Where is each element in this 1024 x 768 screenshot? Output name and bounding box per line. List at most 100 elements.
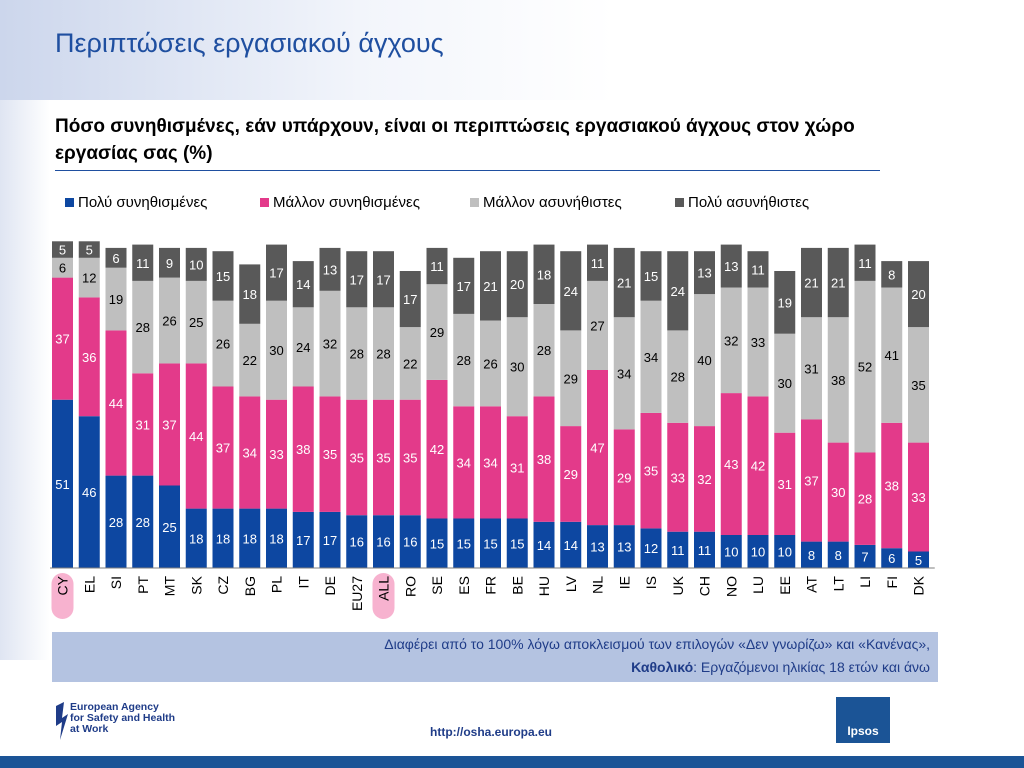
bar-segment <box>720 244 742 288</box>
data-label: 26 <box>216 337 230 352</box>
data-label: 17 <box>296 533 310 548</box>
category-label: EU27 <box>349 576 365 611</box>
data-label: 35 <box>376 450 390 465</box>
data-label: 28 <box>537 343 551 358</box>
bar-segment <box>132 244 154 281</box>
bar-segment <box>640 300 662 413</box>
agency-name-line: at Work <box>70 723 109 735</box>
bar-segment <box>292 386 314 512</box>
legend-label: Πολύ συνηθισμένες <box>78 194 208 211</box>
data-label: 8 <box>835 548 842 563</box>
category-label: HU <box>536 576 552 596</box>
data-label: 10 <box>189 257 203 272</box>
bar-segment <box>801 247 822 318</box>
bar-segment <box>774 432 796 535</box>
data-label: 29 <box>564 467 578 482</box>
bar-segment <box>346 307 368 400</box>
agency-name-line: European Agency <box>70 701 159 713</box>
bar-segment <box>480 518 501 568</box>
category-label: IE <box>616 576 632 589</box>
data-label: 18 <box>243 531 257 546</box>
bar-segment <box>640 528 662 568</box>
data-label: 21 <box>804 276 818 291</box>
data-label: 14 <box>564 538 578 553</box>
data-label: 38 <box>537 452 551 467</box>
bar-segment <box>506 416 528 519</box>
data-label: 42 <box>430 442 444 457</box>
data-label: 33 <box>671 470 685 485</box>
bar-segment <box>720 287 742 394</box>
chart-question: Πόσο συνηθισμένες, εάν υπάρχουν, είναι ο… <box>55 116 855 164</box>
bar-segment <box>212 508 234 568</box>
bar-segment <box>560 521 582 568</box>
data-label: 11 <box>858 256 872 271</box>
agency-logo-icon <box>56 702 68 740</box>
bar-segment <box>453 406 475 519</box>
bar-segment <box>52 277 73 400</box>
data-label: 32 <box>697 472 711 487</box>
bar-segment <box>694 531 715 568</box>
data-label: 15 <box>510 536 524 551</box>
category-label: FR <box>483 576 499 595</box>
bar-segment <box>78 297 100 417</box>
data-label: 12 <box>82 271 96 286</box>
bar-segment <box>694 294 715 427</box>
bar-segment <box>52 257 73 278</box>
category-highlight <box>372 573 395 619</box>
data-label: 29 <box>617 470 631 485</box>
bar-segment <box>78 241 100 258</box>
bar-segment <box>854 544 876 568</box>
data-label: 33 <box>911 490 925 505</box>
footnote-line-2: Καθολικό: Εργαζόμενοι ηλικίας 18 ετών κα… <box>631 659 930 675</box>
footer-url-link[interactable]: http://osha.europa.eu <box>430 725 553 739</box>
bar-segment <box>560 330 582 427</box>
data-label: 17 <box>269 266 283 281</box>
data-label: 34 <box>243 446 257 461</box>
data-label: 5 <box>915 553 922 568</box>
bar-segment <box>480 406 501 519</box>
data-label: 13 <box>697 266 711 281</box>
category-label: ALL <box>376 576 392 601</box>
bar-segment <box>292 511 314 568</box>
data-label: 51 <box>55 477 69 492</box>
data-label: 19 <box>109 292 123 307</box>
bar-segment <box>292 261 314 308</box>
data-label: 19 <box>778 295 792 310</box>
category-label: UK <box>670 575 686 595</box>
bar-segment <box>720 535 742 568</box>
data-label: 37 <box>804 474 818 489</box>
data-label: 29 <box>430 325 444 340</box>
bar-segment <box>640 412 662 529</box>
bar-segment <box>694 251 715 295</box>
legend-label: Μάλλον συνηθισμένες <box>273 194 420 211</box>
page-title: Περιπτώσεις εργασιακού άγχους <box>55 28 444 58</box>
category-label: PT <box>135 576 151 594</box>
bar-segment <box>694 426 715 532</box>
data-label: 42 <box>751 459 765 474</box>
category-label: LI <box>857 576 873 588</box>
bar-segment <box>453 313 475 407</box>
data-label: 40 <box>697 353 711 368</box>
footnote-universe-label: Καθολικό <box>631 659 694 675</box>
data-label: 33 <box>751 335 765 350</box>
data-label: 28 <box>457 353 471 368</box>
category-label: MT <box>162 576 178 597</box>
stacked-bar-chart: 513765CY4636125EL2844196SI28312811PT2537… <box>50 241 935 619</box>
category-label: SE <box>429 576 445 595</box>
bar-segment <box>132 475 154 568</box>
data-label: 15 <box>457 536 471 551</box>
data-label: 31 <box>510 460 524 475</box>
data-label: 20 <box>510 277 524 292</box>
data-label: 24 <box>564 284 578 299</box>
bar-segment <box>373 251 394 308</box>
bar-segment <box>827 247 849 318</box>
data-label: 14 <box>537 538 551 553</box>
data-label: 18 <box>216 531 230 546</box>
data-label: 28 <box>671 370 685 385</box>
bar-segment <box>506 251 528 318</box>
data-label: 34 <box>617 366 631 381</box>
category-label: LT <box>830 576 846 592</box>
footnote-universe-text: : Εργαζόμενοι ηλικίας 18 ετών και άνω <box>693 659 930 675</box>
bar-segment <box>105 267 127 331</box>
bottom-bar <box>0 756 1024 768</box>
